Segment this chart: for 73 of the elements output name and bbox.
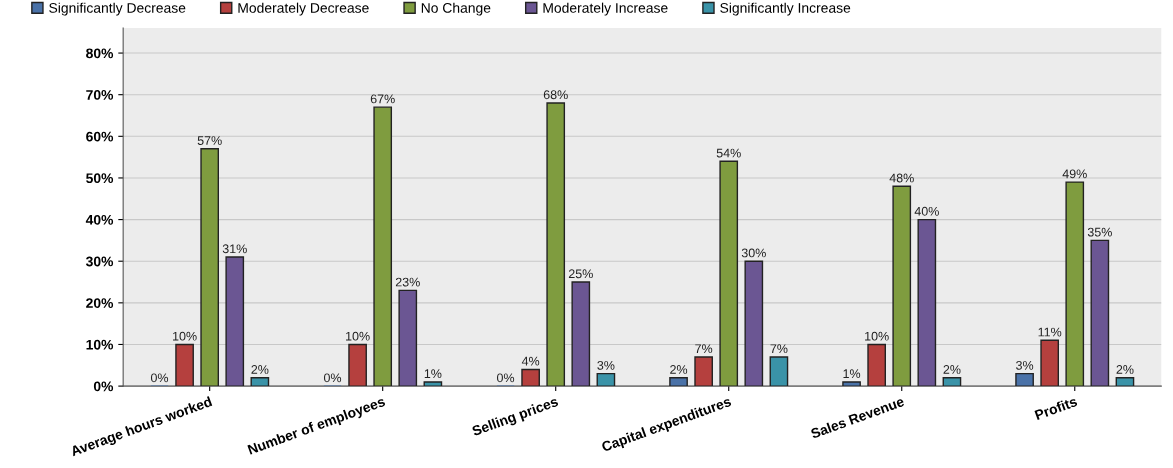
bar xyxy=(521,368,540,387)
x-tick-label: Selling prices xyxy=(471,396,560,439)
bar xyxy=(225,256,245,387)
data-label: 49% xyxy=(1062,169,1087,179)
bar xyxy=(571,281,591,387)
bar xyxy=(596,372,616,387)
bar xyxy=(867,343,887,387)
y-tick-label: 80% xyxy=(86,48,114,59)
bar xyxy=(719,160,739,387)
y-tick-label: 0% xyxy=(93,381,114,392)
legend-label: Moderately Increase xyxy=(543,2,668,16)
bar xyxy=(842,381,861,387)
bar xyxy=(398,289,418,387)
data-label: 7% xyxy=(770,344,788,354)
data-label: 10% xyxy=(865,331,889,341)
bar xyxy=(373,106,393,387)
y-tick-label: 30% xyxy=(85,256,114,267)
bar xyxy=(1015,372,1034,387)
data-label: 0% xyxy=(496,373,515,383)
data-label: 11% xyxy=(1038,327,1062,337)
y-tick-label: 40% xyxy=(85,214,114,225)
data-label: 10% xyxy=(173,331,197,341)
legend-label: Significantly Decrease xyxy=(49,2,186,16)
bar xyxy=(423,381,443,387)
data-label: 10% xyxy=(346,331,370,341)
bar xyxy=(175,343,194,387)
bar xyxy=(694,356,713,387)
y-tick-label: 10% xyxy=(86,339,114,350)
legend-label: No Change xyxy=(421,2,491,16)
data-label: 0% xyxy=(323,373,342,383)
data-label: 67% xyxy=(370,94,395,104)
bar xyxy=(348,343,367,387)
data-label: 30% xyxy=(741,248,766,258)
bar xyxy=(546,102,566,387)
data-label: 1% xyxy=(843,369,861,379)
bar xyxy=(1115,377,1135,387)
y-tick-label: 50% xyxy=(86,173,114,184)
data-label: 2% xyxy=(251,365,269,374)
data-label: 40% xyxy=(914,206,939,216)
data-label: 7% xyxy=(695,344,713,354)
bar xyxy=(917,218,937,387)
data-label: 23% xyxy=(395,277,420,287)
data-label: 54% xyxy=(716,148,741,158)
data-label: 57% xyxy=(197,136,222,145)
x-tick-label: Profits xyxy=(1034,396,1078,421)
bar xyxy=(942,377,962,387)
y-tick-label: 60% xyxy=(86,131,114,142)
legend-label: Significantly Increase xyxy=(720,2,851,16)
data-label: 1% xyxy=(424,369,442,379)
data-label: 35% xyxy=(1087,227,1112,237)
data-label: 4% xyxy=(521,356,540,366)
bar xyxy=(1040,339,1060,387)
bar xyxy=(200,148,220,387)
data-label: 2% xyxy=(943,365,961,374)
bar xyxy=(250,377,270,387)
data-label: 0% xyxy=(150,373,169,383)
bar xyxy=(892,185,912,387)
data-label: 31% xyxy=(222,244,247,254)
data-label: 3% xyxy=(597,360,615,370)
bar xyxy=(744,260,764,387)
bar xyxy=(769,356,789,387)
bar xyxy=(1090,239,1110,387)
y-tick-label: 70% xyxy=(86,90,114,100)
data-label: 3% xyxy=(1016,360,1034,370)
legend-label: Moderately Decrease xyxy=(238,2,369,16)
y-tick-label: 20% xyxy=(86,298,114,309)
bar xyxy=(1065,181,1085,387)
data-label: 2% xyxy=(670,365,688,374)
data-label: 68% xyxy=(543,90,568,100)
data-label: 25% xyxy=(568,269,593,279)
data-label: 2% xyxy=(1116,365,1134,374)
bar xyxy=(669,377,688,387)
data-label: 48% xyxy=(889,173,914,183)
